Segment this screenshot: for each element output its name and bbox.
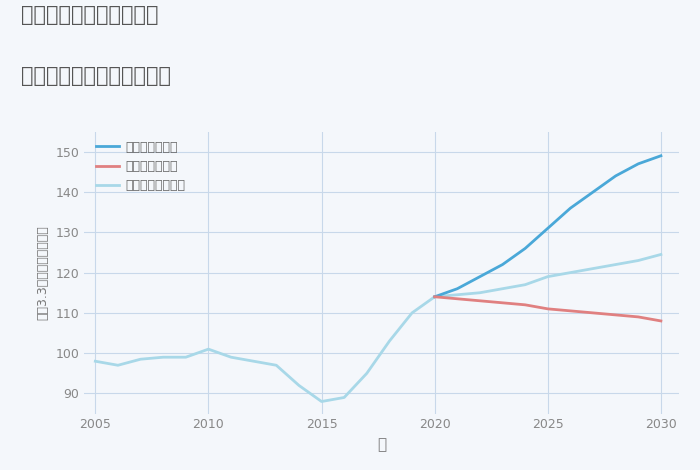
バッドシナリオ — [612, 312, 620, 318]
グッドシナリオ — [430, 294, 439, 299]
ノーマルシナリオ — [612, 262, 620, 267]
バッドシナリオ — [476, 298, 484, 304]
バッドシナリオ — [430, 294, 439, 299]
グッドシナリオ — [612, 173, 620, 179]
バッドシナリオ — [498, 300, 507, 306]
X-axis label: 年: 年 — [377, 437, 386, 452]
バッドシナリオ — [521, 302, 529, 308]
グッドシナリオ — [634, 161, 643, 167]
バッドシナリオ — [453, 296, 461, 302]
バッドシナリオ — [544, 306, 552, 312]
バッドシナリオ — [589, 310, 597, 316]
グッドシナリオ — [566, 205, 575, 211]
Text: 中古マンションの価格推移: 中古マンションの価格推移 — [21, 66, 171, 86]
ノーマルシナリオ — [476, 290, 484, 296]
Y-axis label: 平（3.3㎡）単価（万円）: 平（3.3㎡）単価（万円） — [36, 225, 50, 320]
ノーマルシナリオ — [544, 274, 552, 280]
グッドシナリオ — [521, 246, 529, 251]
Line: グッドシナリオ: グッドシナリオ — [435, 156, 661, 297]
グッドシナリオ — [657, 153, 665, 158]
グッドシナリオ — [453, 286, 461, 291]
グッドシナリオ — [476, 274, 484, 280]
ノーマルシナリオ — [634, 258, 643, 263]
Legend: グッドシナリオ, バッドシナリオ, ノーマルシナリオ: グッドシナリオ, バッドシナリオ, ノーマルシナリオ — [96, 141, 185, 192]
Line: ノーマルシナリオ: ノーマルシナリオ — [435, 254, 661, 297]
ノーマルシナリオ — [657, 251, 665, 257]
バッドシナリオ — [634, 314, 643, 320]
バッドシナリオ — [566, 308, 575, 313]
ノーマルシナリオ — [521, 282, 529, 288]
Line: バッドシナリオ: バッドシナリオ — [435, 297, 661, 321]
Text: 愛知県豊橋市東赤沢町の: 愛知県豊橋市東赤沢町の — [21, 5, 158, 25]
ノーマルシナリオ — [498, 286, 507, 291]
バッドシナリオ — [657, 318, 665, 324]
ノーマルシナリオ — [430, 294, 439, 299]
ノーマルシナリオ — [589, 266, 597, 271]
グッドシナリオ — [589, 189, 597, 195]
ノーマルシナリオ — [453, 292, 461, 298]
グッドシナリオ — [498, 262, 507, 267]
グッドシナリオ — [544, 226, 552, 231]
ノーマルシナリオ — [566, 270, 575, 275]
